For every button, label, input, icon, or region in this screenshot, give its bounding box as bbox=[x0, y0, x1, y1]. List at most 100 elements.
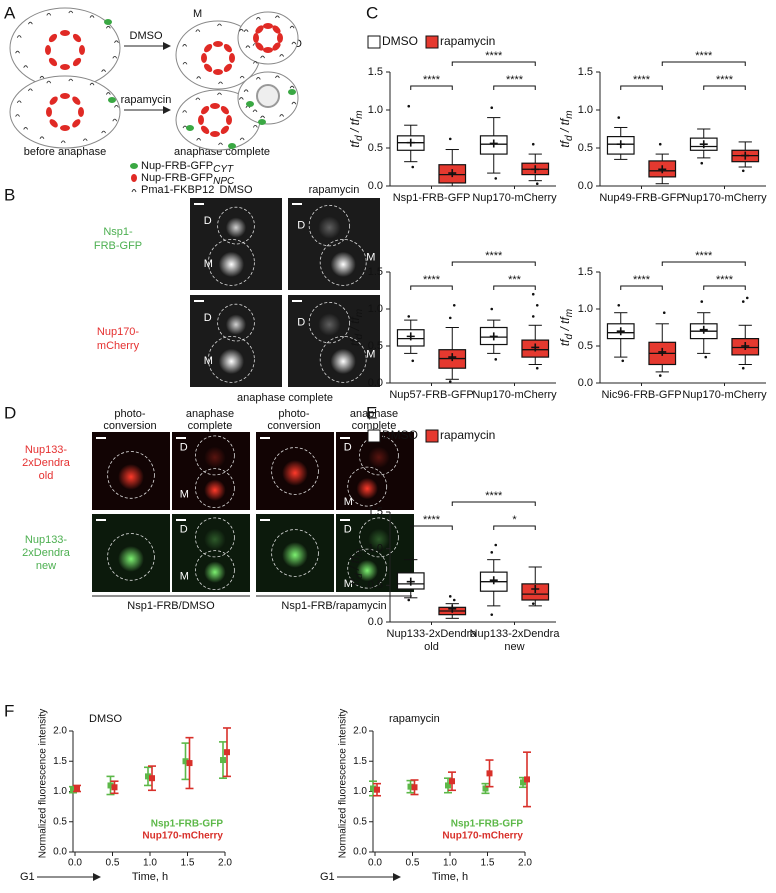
x-tick-label: Nup170-mCherry bbox=[472, 389, 557, 401]
panel-label: D bbox=[4, 403, 16, 422]
y-axis-label: tfd / tfm bbox=[348, 309, 364, 346]
y-tick-label: 1.0 bbox=[578, 104, 593, 116]
pma1 bbox=[39, 75, 45, 79]
y-label-part: / bbox=[348, 563, 362, 573]
outlier bbox=[448, 380, 452, 383]
outlier bbox=[658, 142, 662, 146]
chart-title: DMSO bbox=[89, 713, 122, 725]
condition-label: Nsp1-FRB/DMSO bbox=[127, 600, 215, 612]
y-label-part: d bbox=[564, 333, 575, 339]
npc bbox=[223, 43, 233, 53]
x-tick-label: new bbox=[504, 641, 524, 653]
panel-label: C bbox=[366, 3, 378, 22]
arrow-label: DMSO bbox=[130, 30, 163, 42]
pma1 bbox=[291, 101, 297, 105]
x-tick-label: 2.0 bbox=[518, 858, 532, 869]
pma1 bbox=[89, 15, 95, 18]
outlier bbox=[452, 598, 456, 602]
outlier bbox=[448, 595, 452, 598]
row-label: new bbox=[36, 560, 56, 572]
npc bbox=[263, 23, 273, 29]
npc bbox=[200, 105, 210, 115]
y-axis-label: tfd / tfm bbox=[348, 548, 364, 585]
significance-bracket bbox=[410, 85, 453, 90]
cell-boundary bbox=[107, 533, 155, 581]
npc bbox=[79, 45, 85, 55]
y-label-part: m bbox=[564, 309, 575, 317]
row-label: mCherry bbox=[97, 340, 140, 352]
y-label-part: tf bbox=[558, 139, 572, 147]
x-axis-label: Time, h bbox=[132, 871, 168, 883]
cell-label: D bbox=[344, 442, 352, 454]
cell-boundary bbox=[207, 238, 255, 286]
mean bbox=[531, 585, 540, 593]
y-tick-label: 0.5 bbox=[353, 816, 367, 827]
significance-label: **** bbox=[423, 74, 441, 86]
significance-label: **** bbox=[633, 74, 651, 86]
mean bbox=[489, 332, 498, 341]
npc bbox=[72, 119, 81, 128]
cell-label: M bbox=[204, 258, 213, 270]
legend-sub: NPC bbox=[213, 176, 235, 187]
npc bbox=[213, 69, 223, 75]
y-tick-label: 0.5 bbox=[368, 579, 383, 591]
y-axis-label: Normalized fluorescence intensity bbox=[338, 709, 349, 859]
outlier bbox=[407, 104, 411, 108]
legend-sub: CYT bbox=[213, 164, 234, 175]
pma1 bbox=[279, 114, 285, 117]
significance-bracket bbox=[410, 285, 453, 290]
pma1 bbox=[182, 61, 188, 65]
npc bbox=[203, 43, 213, 53]
column-label: anaphase bbox=[350, 408, 398, 420]
pma1 bbox=[243, 89, 249, 92]
pma1 bbox=[68, 78, 74, 82]
npc bbox=[49, 119, 58, 128]
legend-label: Nsp1-FRB-GFP bbox=[151, 819, 224, 830]
chart-title: rapamycin bbox=[389, 713, 440, 725]
legend-label: Nsp1-FRB-GFP bbox=[451, 819, 524, 830]
x-tick-label: 1.5 bbox=[181, 858, 195, 869]
caption: anaphase complete bbox=[174, 146, 270, 158]
legend-main: Nup-FRB-GFP bbox=[141, 160, 213, 172]
npc bbox=[223, 63, 233, 73]
legend-label: DMSO bbox=[382, 34, 418, 48]
cyt-nup bbox=[228, 143, 236, 149]
pma1 bbox=[260, 55, 265, 59]
npc bbox=[255, 42, 264, 51]
significance-bracket bbox=[661, 61, 746, 66]
cell-boundary bbox=[194, 468, 235, 509]
legend-swatch bbox=[425, 429, 439, 443]
significance-bracket bbox=[451, 261, 536, 266]
npc bbox=[78, 107, 84, 117]
column-label: complete bbox=[188, 420, 233, 432]
y-tick-label: 1.0 bbox=[578, 303, 593, 315]
y-tick-label: 1.5 bbox=[578, 66, 593, 78]
y-label-part: tf bbox=[348, 577, 362, 585]
outlier bbox=[531, 142, 535, 146]
significance-label: **** bbox=[423, 514, 441, 526]
y-label-part: d bbox=[564, 135, 575, 141]
legend-swatch bbox=[367, 429, 381, 443]
pma1 bbox=[60, 140, 66, 144]
point bbox=[374, 786, 380, 793]
column-label: conversion bbox=[267, 420, 320, 432]
point bbox=[524, 776, 530, 783]
point bbox=[107, 782, 114, 789]
nucleus-signal bbox=[225, 314, 247, 335]
mean bbox=[616, 327, 625, 336]
point bbox=[445, 782, 451, 789]
pma1 bbox=[105, 25, 111, 29]
y-tick-label: 1.0 bbox=[353, 786, 367, 797]
cell-boundary bbox=[319, 238, 367, 286]
outlier bbox=[448, 137, 452, 141]
y-axis-label: Normalized fluorescence intensity bbox=[38, 709, 49, 859]
y-label-part: d bbox=[354, 135, 365, 141]
npc bbox=[255, 25, 264, 34]
cell-boundary bbox=[194, 517, 235, 558]
mean bbox=[616, 140, 625, 149]
pma1 bbox=[46, 13, 52, 16]
x-tick-label: Nup170-mCherry bbox=[682, 389, 767, 401]
npc bbox=[213, 41, 223, 47]
significance-bracket bbox=[493, 85, 536, 90]
significance-bracket bbox=[620, 285, 663, 290]
